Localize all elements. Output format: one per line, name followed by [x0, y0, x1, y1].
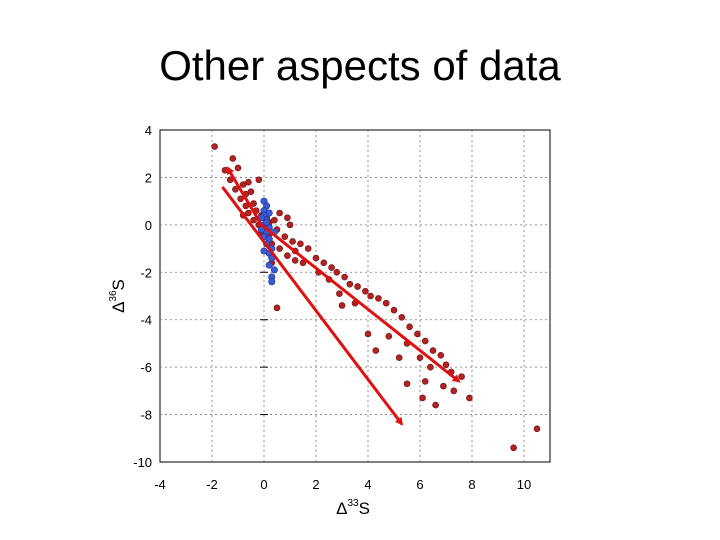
- x-tick-label: 4: [364, 477, 371, 492]
- data-point: [265, 261, 273, 269]
- data-point: [458, 373, 465, 380]
- data-point: [284, 214, 291, 222]
- data-point: [372, 347, 380, 354]
- y-tick-label: -4: [140, 313, 152, 328]
- data-point: [437, 351, 445, 359]
- data-point: [268, 278, 276, 286]
- plot-area: [159, 129, 551, 463]
- data-point: [364, 330, 372, 338]
- axis-titles: Δ33S Δ36S: [108, 279, 370, 518]
- data-point: [421, 378, 429, 385]
- data-point: [232, 185, 239, 193]
- data-point: [273, 304, 281, 312]
- trend-arrow: [221, 186, 404, 426]
- data-point: [450, 387, 458, 395]
- y-tick-label: -6: [140, 360, 152, 375]
- data-point: [270, 266, 278, 274]
- data-point: [406, 323, 413, 331]
- data-point: [312, 254, 320, 262]
- data-point: [255, 176, 263, 184]
- trend-arrows: [221, 166, 461, 426]
- data-point: [416, 354, 424, 361]
- data-point: [346, 280, 354, 288]
- data-point: [442, 361, 450, 369]
- data-point: [237, 195, 244, 203]
- y-tick-label: -10: [133, 455, 152, 470]
- x-tick-label: 10: [517, 477, 531, 492]
- data-point: [398, 314, 406, 321]
- data-point: [271, 216, 278, 224]
- grid-lines: [160, 130, 550, 462]
- plot-border: [159, 129, 551, 463]
- y-tick-label: 2: [145, 170, 152, 185]
- trend-arrow: [226, 166, 263, 226]
- data-point: [510, 444, 517, 452]
- tick-labels: -4 -2 0 2 4 6 8 10 4 2 0 -2 -4 -6 -8 -10: [133, 123, 531, 492]
- x-tick-label: 0: [260, 477, 267, 492]
- x-tick-label: 8: [468, 477, 475, 492]
- data-point: [367, 292, 374, 300]
- data-point: [429, 347, 437, 354]
- y-axis-title: Δ36S: [108, 279, 128, 313]
- data-point: [403, 380, 411, 388]
- data-point: [284, 252, 291, 259]
- data-point: [336, 290, 343, 297]
- data-point: [375, 295, 382, 302]
- x-tick-label: 6: [416, 477, 423, 492]
- data-point: [250, 216, 257, 224]
- data-point: [291, 257, 299, 264]
- data-point: [289, 238, 296, 245]
- data-point: [304, 245, 312, 252]
- y-tick-label: 4: [145, 123, 152, 138]
- data-point: [354, 283, 361, 290]
- data-point: [263, 218, 271, 226]
- y-tick-label: 0: [145, 218, 152, 233]
- data-point: [276, 209, 283, 217]
- data-point: [421, 337, 429, 345]
- data-point: [427, 363, 434, 371]
- data-point: [338, 302, 346, 309]
- data-point: [260, 247, 268, 255]
- data-point: [432, 401, 439, 409]
- data-point: [234, 164, 242, 172]
- data-point: [419, 394, 426, 402]
- x-tick-label: -2: [206, 477, 218, 492]
- data-point: [385, 333, 393, 340]
- data-point: [328, 264, 335, 271]
- data-point: [341, 273, 348, 281]
- data-point: [247, 188, 255, 195]
- data-point: [221, 167, 229, 174]
- data-point: [276, 245, 283, 252]
- data-point: [414, 330, 421, 338]
- data-point: [297, 240, 304, 248]
- data-point: [395, 354, 403, 361]
- data-point: [533, 425, 541, 433]
- slide-title: Other aspects of data: [159, 42, 561, 89]
- data-point: [440, 382, 447, 390]
- y-tick-label: -8: [140, 408, 152, 423]
- data-point: [466, 394, 473, 402]
- x-tick-label: -4: [154, 477, 166, 492]
- data-point: [281, 233, 289, 241]
- data-point: [286, 221, 294, 229]
- data-point: [362, 287, 369, 295]
- x-axis-title: Δ33S: [336, 498, 370, 518]
- trend-arrow: [260, 223, 461, 383]
- data-point: [250, 200, 257, 207]
- data-point: [229, 155, 237, 162]
- data-point: [390, 306, 398, 314]
- y-tick-label: -2: [140, 265, 152, 280]
- x-tick-label: 2: [312, 477, 319, 492]
- data-point: [299, 259, 307, 267]
- data-point: [320, 259, 328, 267]
- data-point: [211, 143, 218, 150]
- data-point: [382, 299, 390, 307]
- data-point: [333, 268, 341, 276]
- data-point: [245, 178, 252, 186]
